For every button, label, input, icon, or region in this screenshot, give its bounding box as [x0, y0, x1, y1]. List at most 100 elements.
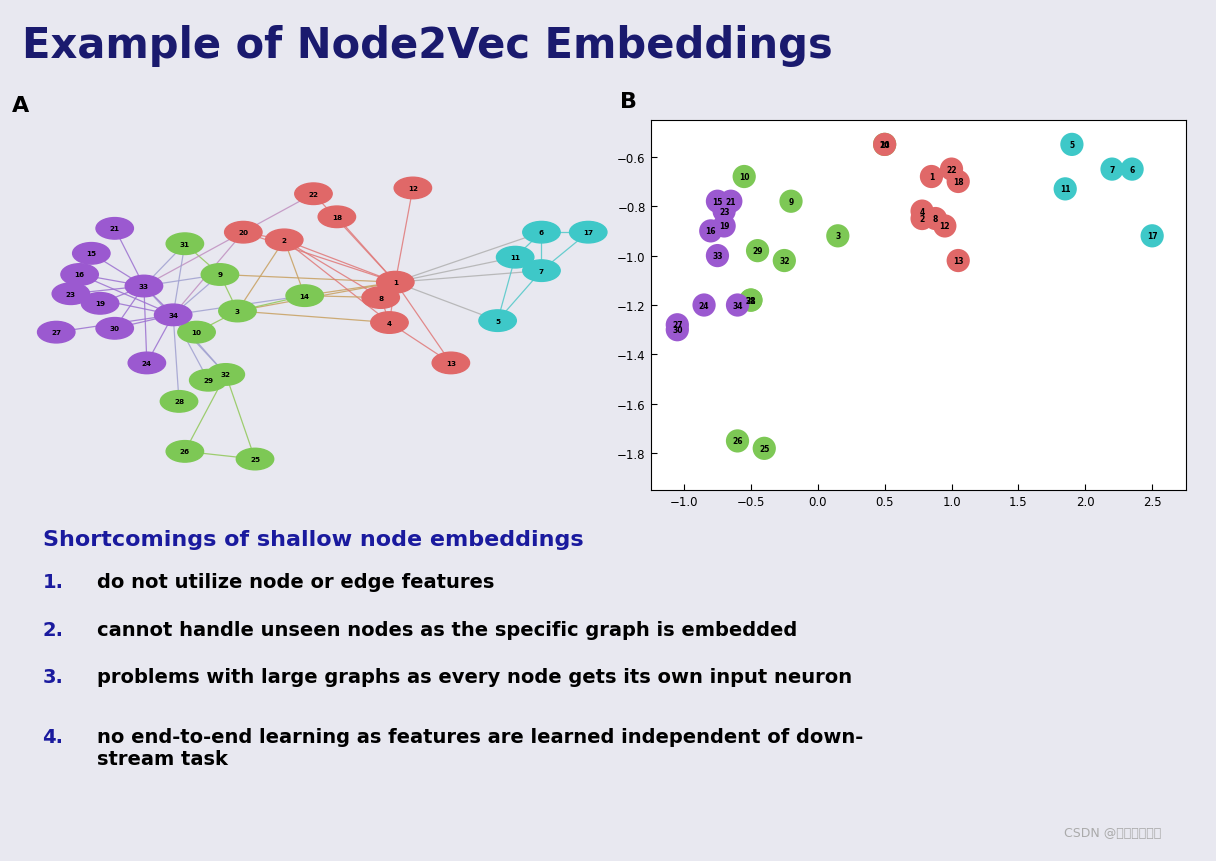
Text: Shortcomings of shallow node embeddings: Shortcomings of shallow node embeddings	[43, 530, 584, 549]
Text: problems with large graphs as every node gets its own input neuron: problems with large graphs as every node…	[97, 667, 852, 686]
Text: 32: 32	[779, 257, 789, 266]
Text: 34: 34	[732, 301, 743, 310]
Ellipse shape	[377, 272, 413, 294]
Text: 2.: 2.	[43, 620, 63, 639]
Text: 2: 2	[282, 238, 287, 244]
Text: 2: 2	[919, 214, 924, 224]
Text: 19: 19	[95, 301, 105, 307]
Ellipse shape	[61, 264, 98, 286]
Ellipse shape	[432, 353, 469, 375]
Text: 23: 23	[719, 208, 730, 216]
Text: 24: 24	[699, 301, 709, 310]
Ellipse shape	[294, 183, 332, 205]
Point	[922, 170, 941, 184]
Text: 7: 7	[539, 269, 544, 275]
Text: 30: 30	[109, 326, 119, 332]
Point	[935, 220, 955, 233]
Ellipse shape	[201, 264, 238, 286]
Text: 30: 30	[672, 325, 682, 335]
Text: 34: 34	[168, 313, 179, 319]
Text: 1.: 1.	[43, 573, 63, 592]
Text: 31: 31	[180, 241, 190, 247]
Text: 20: 20	[879, 140, 890, 150]
Text: 25: 25	[759, 444, 770, 453]
Text: 33: 33	[713, 251, 722, 261]
Text: 6: 6	[539, 230, 544, 236]
Point	[1055, 183, 1075, 196]
Point	[782, 195, 801, 209]
Ellipse shape	[371, 313, 409, 334]
Point	[912, 205, 931, 219]
Text: 21: 21	[109, 226, 119, 232]
Ellipse shape	[479, 311, 517, 332]
Text: 12: 12	[940, 222, 950, 231]
Text: 26: 26	[180, 449, 190, 455]
Text: 19: 19	[719, 222, 730, 231]
Point	[748, 245, 767, 258]
Ellipse shape	[225, 222, 261, 244]
Text: 7: 7	[1109, 165, 1115, 175]
Ellipse shape	[319, 207, 355, 228]
Point	[668, 324, 687, 338]
Text: 27: 27	[672, 321, 682, 330]
Point	[727, 435, 747, 449]
Ellipse shape	[394, 178, 432, 200]
Text: 4.: 4.	[43, 728, 63, 746]
Ellipse shape	[73, 244, 109, 265]
Text: 3.: 3.	[43, 667, 63, 686]
Ellipse shape	[178, 322, 215, 344]
Text: 1: 1	[393, 280, 398, 286]
Text: 9: 9	[218, 272, 223, 278]
Text: 3: 3	[835, 232, 840, 241]
Text: 16: 16	[74, 272, 85, 278]
Text: 4: 4	[387, 320, 392, 326]
Text: 15: 15	[86, 251, 96, 257]
Text: 3: 3	[235, 308, 240, 314]
Ellipse shape	[96, 219, 134, 240]
Text: 1: 1	[929, 173, 934, 182]
Ellipse shape	[167, 233, 203, 255]
Point	[700, 225, 720, 238]
Point	[876, 139, 895, 152]
Point	[708, 195, 727, 209]
Text: 18: 18	[953, 177, 963, 187]
Ellipse shape	[523, 261, 561, 282]
Point	[742, 294, 761, 307]
Ellipse shape	[128, 353, 165, 375]
Text: 10: 10	[192, 330, 202, 336]
Ellipse shape	[496, 247, 534, 269]
Ellipse shape	[52, 283, 90, 305]
Text: 33: 33	[139, 283, 148, 289]
Point	[668, 319, 687, 332]
Ellipse shape	[236, 449, 274, 470]
Point	[742, 294, 761, 307]
Text: 4: 4	[919, 208, 924, 216]
Text: 27: 27	[51, 330, 61, 336]
Text: 10: 10	[739, 173, 749, 182]
Text: 22: 22	[309, 191, 319, 197]
Text: 23: 23	[66, 291, 75, 297]
Point	[721, 195, 741, 209]
Text: 15: 15	[713, 197, 722, 207]
Point	[1143, 230, 1162, 244]
Ellipse shape	[96, 319, 134, 340]
Text: 13: 13	[953, 257, 963, 266]
Text: CSDN @大白要努力啊: CSDN @大白要努力啊	[1064, 827, 1161, 839]
Text: 24: 24	[142, 361, 152, 367]
Point	[715, 205, 734, 219]
Text: A: A	[12, 96, 29, 116]
Point	[1122, 163, 1142, 177]
Point	[708, 250, 727, 263]
Text: B: B	[620, 92, 637, 112]
Ellipse shape	[265, 230, 303, 251]
Point	[1063, 139, 1082, 152]
Text: 6: 6	[1130, 165, 1135, 175]
Text: 5: 5	[495, 319, 500, 325]
Text: 8: 8	[933, 214, 939, 224]
Text: 32: 32	[221, 372, 231, 378]
Point	[775, 254, 794, 268]
Ellipse shape	[125, 276, 163, 297]
Point	[754, 442, 775, 455]
Ellipse shape	[219, 300, 257, 322]
Ellipse shape	[207, 364, 244, 386]
